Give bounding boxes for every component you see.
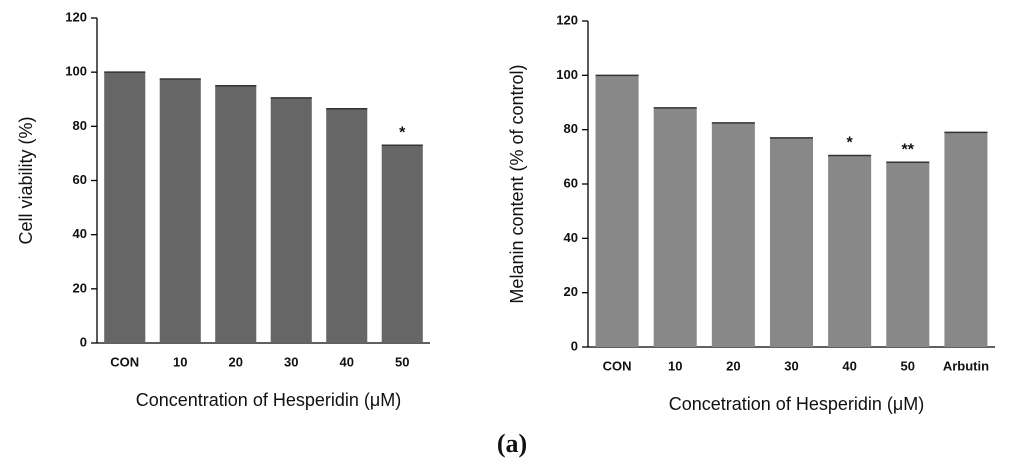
- bar: [653, 107, 697, 347]
- bar: [595, 75, 639, 347]
- y-tick-label: 20: [73, 280, 87, 295]
- x-tick-label: 50: [395, 354, 409, 369]
- y-tick-label: 100: [556, 67, 578, 82]
- y-tick-label: 120: [65, 9, 87, 24]
- annotation: **: [902, 141, 915, 158]
- annotation: *: [847, 135, 854, 152]
- y-tick-label: 60: [564, 175, 578, 190]
- x-tick-label: 40: [842, 358, 856, 373]
- bar: [711, 122, 755, 347]
- bar: [159, 78, 201, 343]
- bar: [270, 97, 312, 343]
- y-tick-label: 80: [73, 118, 87, 133]
- annotation: *: [399, 125, 406, 142]
- y-axis-title: Melanin content (% of control): [507, 64, 527, 303]
- y-tick-label: 20: [564, 284, 578, 299]
- x-tick-label: 40: [340, 354, 354, 369]
- x-tick-label: 50: [901, 358, 915, 373]
- caption: (a): [497, 429, 527, 458]
- x-tick-label: 20: [726, 358, 740, 373]
- y-axis-title: Cell viability (%): [16, 116, 36, 244]
- bar: [944, 132, 988, 347]
- y-tick-label: 0: [571, 338, 578, 353]
- bar: [828, 155, 872, 347]
- x-tick-label: CON: [603, 358, 632, 373]
- x-tick-label: 10: [173, 354, 187, 369]
- y-tick-label: 60: [73, 172, 87, 187]
- x-tick-label: CON: [110, 354, 139, 369]
- y-tick-label: 100: [65, 64, 87, 79]
- bar: [326, 108, 368, 344]
- x-axis-title: Concentration of Hesperidin (μM): [136, 390, 401, 410]
- bar: [104, 72, 146, 344]
- y-tick-label: 0: [80, 334, 87, 349]
- y-tick-label: 120: [556, 12, 578, 27]
- y-tick-label: 40: [564, 230, 578, 245]
- y-tick-label: 40: [73, 226, 87, 241]
- x-axis-title: Concetration of Hesperidin (μM): [669, 394, 924, 414]
- x-tick-label: Arbutin: [943, 358, 989, 373]
- x-tick-label: 30: [284, 354, 298, 369]
- bar: [215, 85, 257, 343]
- x-tick-label: 10: [668, 358, 682, 373]
- bar: [381, 145, 423, 343]
- x-tick-label: 20: [229, 354, 243, 369]
- x-tick-label: 30: [784, 358, 798, 373]
- bar: [886, 162, 930, 347]
- y-tick-label: 80: [564, 121, 578, 136]
- bar: [769, 137, 814, 347]
